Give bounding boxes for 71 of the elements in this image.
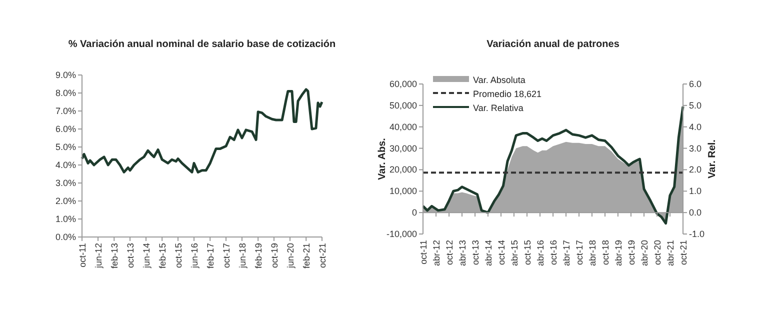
x-tick-label: oct-15 (522, 240, 532, 266)
x-tick-label: abr-14 (483, 240, 494, 266)
x-tick-label: jun-20 (286, 243, 296, 270)
chart-title: % Variación anual nominal de salario base de cotización (68, 39, 336, 50)
y2-tick-label: 6.0 (689, 79, 702, 89)
y-tick-label: 20,000 (389, 164, 417, 175)
x-tick-label: oct-11 (418, 240, 428, 264)
legend-label: Var. Absoluta (473, 75, 526, 85)
x-tick-label: oct-20 (652, 240, 663, 266)
y-tick-label: 4.0% (55, 160, 76, 170)
x-tick-label: oct-16 (548, 240, 559, 266)
y-tick-label: 50,000 (389, 100, 417, 110)
x-tick-label: abr-16 (536, 240, 546, 266)
x-tick-label: jun-14 (141, 243, 152, 270)
x-tick-label: oct-11 (78, 243, 88, 268)
x-tick-label: oct-17 (222, 243, 232, 268)
x-tick-label: feb-17 (206, 243, 216, 269)
x-tick-label: jun-16 (190, 243, 200, 270)
x-tick-label: feb-15 (158, 243, 168, 269)
x-tick-label: oct-19 (626, 240, 636, 266)
x-tick-label: abr-21 (665, 240, 676, 266)
y-tick-label: 60,000 (389, 79, 417, 89)
x-tick-label: abr-13 (458, 240, 468, 266)
y-tick-label: 0 (412, 208, 417, 218)
y-tick-label: 0.0% (55, 232, 76, 242)
y-tick-label: -10,000 (386, 229, 417, 239)
x-tick-label: abr-17 (561, 240, 572, 266)
y-tick-label: 1.0% (55, 214, 76, 224)
x-tick-label: abr-15 (509, 240, 520, 266)
y-tick-label: 30,000 (389, 143, 417, 154)
x-tick-label: abr-19 (613, 240, 624, 266)
x-tick-label: oct-12 (444, 240, 455, 266)
legend-label: Var. Relativa (473, 103, 524, 113)
x-tick-label: oct-21 (678, 240, 688, 266)
y-tick-label: 5.0% (55, 142, 76, 152)
x-tick-label: abr-18 (587, 240, 598, 266)
y-axis-title: Var. Abs. (377, 138, 388, 180)
y-tick-label: 2.0% (55, 196, 76, 206)
y-tick-label: 40,000 (389, 122, 417, 132)
x-tick-label: jun-18 (237, 243, 248, 270)
x-tick-label: feb-13 (110, 243, 120, 269)
y-tick-label: 9.0% (55, 70, 76, 80)
y2-tick-label: 1.0 (689, 186, 702, 196)
chart-title: Variación anual de patrones (486, 39, 620, 50)
legend-label: Promedio 18,621 (473, 89, 542, 99)
y-tick-label: 8.0% (55, 88, 76, 98)
x-tick-label: oct-18 (600, 240, 610, 266)
x-tick-label: oct-13 (126, 243, 136, 268)
y2-tick-label: 0.0 (689, 208, 702, 218)
y-tick-label: 7.0% (55, 106, 76, 116)
y-tick-label: 6.0% (55, 124, 76, 134)
y2-tick-label: 3.0 (689, 143, 702, 154)
x-tick-label: oct-19 (269, 243, 280, 268)
x-tick-label: abr-20 (639, 240, 650, 266)
y2-tick-label: 5.0 (689, 100, 702, 110)
x-tick-label: oct-21 (318, 243, 328, 268)
y2-tick-label: -1.0 (689, 229, 705, 239)
x-tick-label: feb-19 (254, 243, 264, 269)
x-tick-label: feb-21 (302, 243, 312, 269)
y2-axis-title: Var. Rel. (707, 139, 718, 178)
y2-tick-label: 4.0 (689, 122, 702, 132)
x-tick-label: oct-14 (496, 240, 507, 266)
x-tick-label: oct-13 (470, 240, 481, 266)
y2-tick-label: 2.0 (689, 164, 702, 175)
x-tick-label: oct-15 (173, 243, 184, 268)
x-tick-label: abr-12 (432, 240, 442, 266)
line-series (80, 88, 324, 174)
y-tick-label: 10,000 (389, 186, 417, 196)
y-tick-label: 3.0% (55, 178, 76, 188)
x-tick-label: oct-17 (574, 240, 585, 266)
x-tick-label: jun-12 (94, 243, 104, 270)
